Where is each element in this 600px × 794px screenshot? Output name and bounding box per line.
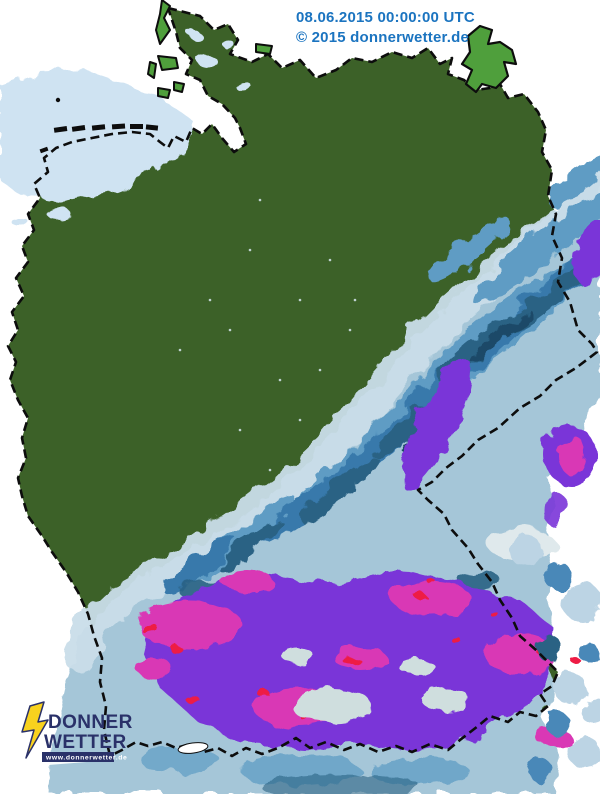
land-speckles — [178, 198, 357, 472]
logo-swoosh — [10, 710, 42, 760]
ruegen-island — [460, 24, 518, 94]
rain-lull-pockets — [282, 648, 470, 724]
donnerwetter-logo: DONNER WETTER www.donnerwetter.de — [10, 701, 133, 768]
logo-text-line1: DONNER — [48, 712, 133, 733]
north-frisian-islands — [147, 0, 273, 99]
logo-text-line2: WETTER — [44, 732, 127, 753]
east-frisian-islands — [39, 97, 159, 154]
radar-edge-circles — [509, 534, 600, 782]
rain-severe-magenta — [136, 435, 586, 746]
logo-website-label: www.donnerwetter.de — [45, 755, 127, 762]
lightning-bolt-icon — [21, 701, 49, 759]
timestamp-label: 08.06.2015 00:00:00 UTC — [296, 9, 475, 26]
helgoland-island — [55, 97, 61, 103]
copyright-label: © 2015 donnerwetter.de — [296, 29, 469, 46]
rain-extreme-red-cells — [141, 580, 581, 722]
logo-url-bar — [42, 752, 114, 762]
germany-border — [6, 6, 599, 758]
lake-constance — [177, 742, 209, 754]
precipitation-field — [0, 32, 600, 794]
